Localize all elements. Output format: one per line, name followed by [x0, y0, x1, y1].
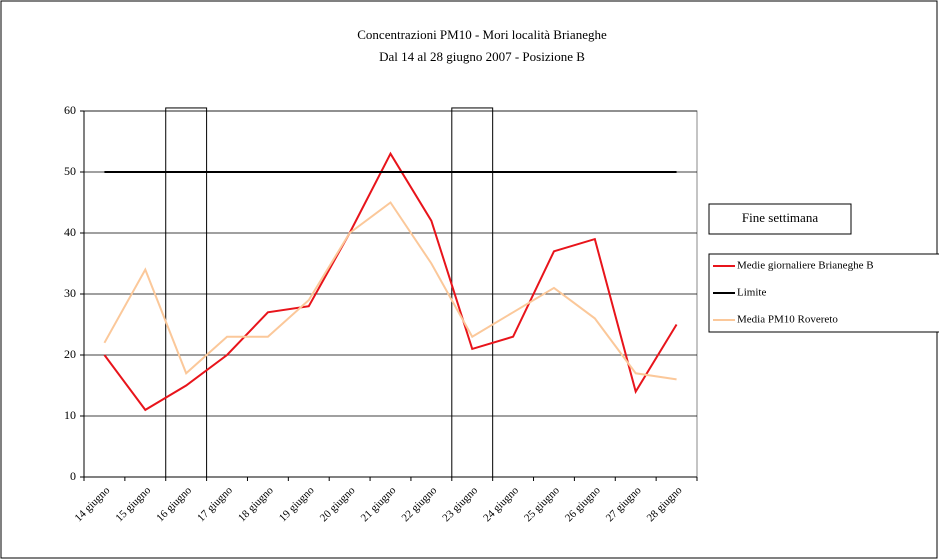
- legend-label: Medie giornaliere Brianeghe B: [737, 260, 874, 272]
- legend-label: Media PM10 Rovereto: [737, 314, 838, 326]
- chart-subtitle: Dal 14 al 28 giugno 2007 - Posizione B: [379, 49, 585, 64]
- series-line: [103, 201, 677, 381]
- y-tick-label: 30: [64, 286, 76, 300]
- y-tick-label: 20: [64, 347, 76, 361]
- y-tick-label: 10: [64, 408, 76, 422]
- series-line: [103, 151, 678, 412]
- y-tick-label: 40: [64, 225, 76, 239]
- y-tick-label: 60: [64, 103, 76, 117]
- legend-box: [708, 253, 939, 333]
- y-tick-label: 50: [64, 164, 76, 178]
- y-tick-label: 0: [70, 469, 76, 483]
- weekend-bar: [451, 107, 494, 478]
- legend-box: [708, 203, 852, 235]
- chart-title: Concentrazioni PM10 - Mori località Bria…: [357, 27, 607, 42]
- weekend-bar: [165, 107, 208, 478]
- legend-label: Fine settimana: [742, 210, 818, 225]
- legend-label: Limite: [737, 287, 766, 299]
